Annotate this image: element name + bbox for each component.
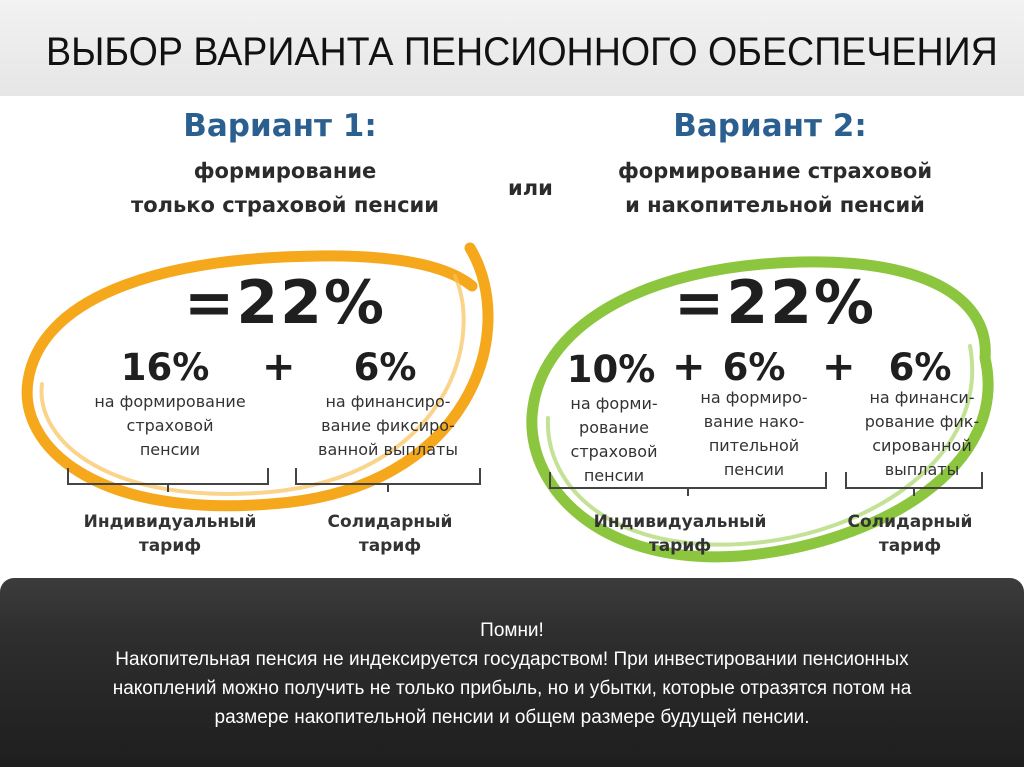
bracket-solidary-2-icon [845,472,983,496]
slide-header: ВЫБОР ВАРИАНТА ПЕНСИОННОГО ОБЕСПЕЧЕНИЯ [0,0,1024,96]
option2-tariff-individual: Индивидуальный тариф [593,512,767,556]
option2-part-1-desc: на форми- рование страховой пенсии [570,394,658,485]
decorative-rings [21,242,994,563]
option1-tariff-individual: Индивидуальный тариф [83,512,257,556]
option1-part-2-desc: на финансиро- вание фиксиро- ванной выпл… [318,392,458,459]
option2-part-2-value: 6% [722,346,786,389]
option1-heading: Вариант 1: [183,108,377,144]
option2-tariff-solidary: Солидарный тариф [847,512,973,556]
option2-plus-1: + [672,344,706,390]
reminder-line-1: Накопительная пенсия не индексируется го… [115,649,909,670]
option1-part-1-desc: на формирование страховой пенсии [94,392,246,459]
option2-ring-icon [526,256,994,563]
option2-subtitle-line2: и накопительной пенсий [625,193,925,217]
reminder-line-2: накоплений можно получить не только приб… [112,678,912,699]
option1-part-2-value: 6% [353,346,417,389]
option2-part-1-value: 10% [566,348,656,391]
slide-body: Вариант 1: формирование только страховой… [0,96,1024,578]
option1-total: =22% [184,268,386,338]
bracket-individual-2-icon [549,472,827,496]
option1-subtitle-line2: только страховой пенсии [131,193,439,217]
option2-part-2-desc: на формиро- вание нако- пительной пенсии [700,388,808,479]
bracket-solidary-1-icon [295,468,481,492]
or-label: или [508,176,553,200]
option2-part-3-desc: на финанси- рование фик- сированной выпл… [864,388,980,479]
slide-title: ВЫБОР ВАРИАНТА ПЕНСИОННОГО ОБЕСПЕЧЕНИЯ [46,30,998,74]
option1-subtitle-line1: формирование [193,159,377,183]
option2-total: =22% [674,268,876,338]
option1-part-1-value: 16% [120,346,210,389]
option2-part-3-value: 6% [888,346,952,389]
bracket-individual-1-icon [67,468,269,492]
option1-plus: + [262,344,296,390]
reminder-title: Помни! [480,620,544,641]
option2-plus-2: + [822,344,856,390]
reminder-line-3: размере накопительной пенсии и общем раз… [214,707,810,728]
option2-subtitle-line1: формирование страховой [617,159,933,183]
option1-ring-inner-icon [39,274,466,496]
option1-tariff-solidary: Солидарный тариф [327,512,453,556]
reminder-panel: Помни! Накопительная пенсия не индексиру… [0,578,1024,767]
reminder-text: Помни! Накопительная пенсия не индексиру… [20,616,1004,732]
option2-ring-inner-icon [545,344,974,547]
option2-heading: Вариант 2: [673,108,867,144]
option1-ring-icon [21,242,494,512]
